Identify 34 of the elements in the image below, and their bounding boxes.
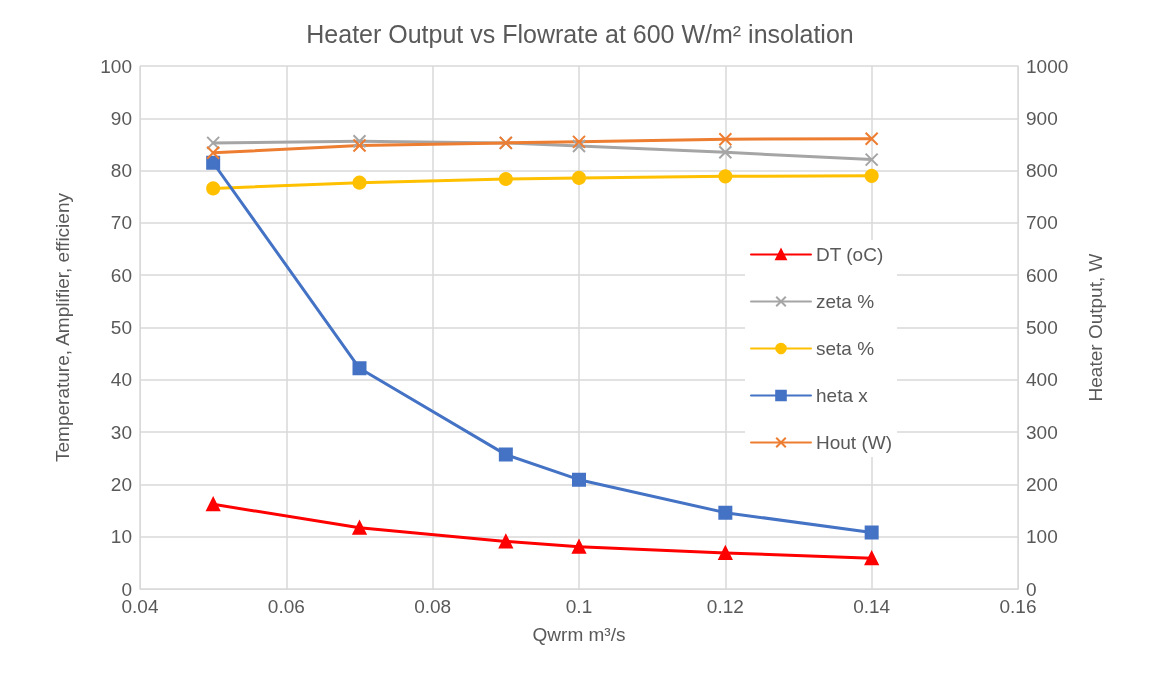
legend-label: DT (oC) — [816, 244, 884, 265]
y-tick-label: 80 — [110, 160, 132, 182]
y-tick-label: 90 — [110, 107, 132, 129]
y2-tick-label: 200 — [1026, 473, 1058, 495]
x-tick-label: 0.1 — [565, 596, 593, 617]
y-tick-label: 10 — [110, 526, 132, 548]
y-tick-label: 30 — [110, 421, 132, 443]
y2-tick-label: 300 — [1026, 421, 1058, 443]
x-axis-title: Qwrm m³/s — [532, 624, 626, 645]
y2-tick-label: 500 — [1026, 317, 1058, 338]
y-tick-label: 50 — [110, 317, 132, 338]
y2-tick-label: 600 — [1026, 264, 1058, 286]
x-tick-label: 0.12 — [706, 596, 744, 617]
y2-tick-label: 1000 — [1026, 55, 1069, 77]
y-tick-label: 60 — [110, 264, 132, 286]
y2-tick-label: 800 — [1026, 160, 1058, 182]
legend-label: seta % — [816, 338, 875, 359]
y-tick-label: 20 — [110, 473, 132, 495]
x-tick-label: 0.08 — [414, 596, 452, 617]
y2-tick-label: 100 — [1026, 526, 1058, 548]
legend-label: Hout (W) — [816, 432, 892, 453]
legend-label: heta x — [816, 385, 869, 406]
y-tick-label: 100 — [100, 55, 132, 77]
y-tick-label: 70 — [110, 212, 132, 234]
y2-tick-label: 400 — [1026, 369, 1058, 391]
x-tick-label: 0.06 — [267, 596, 305, 617]
y2-tick-label: 700 — [1026, 212, 1058, 234]
y2-tick-label: 900 — [1026, 107, 1058, 129]
y-tick-label: 40 — [110, 369, 132, 391]
y-axis-title: Temperature, Amplifier, efficieny — [52, 192, 73, 462]
x-tick-label: 0.14 — [853, 596, 891, 617]
y2-axis-title: Heater Output, W — [1085, 253, 1106, 402]
chart-title: Heater Output vs Flowrate at 600 W/m² insolation — [306, 19, 854, 48]
legend-label: zeta % — [816, 291, 875, 312]
